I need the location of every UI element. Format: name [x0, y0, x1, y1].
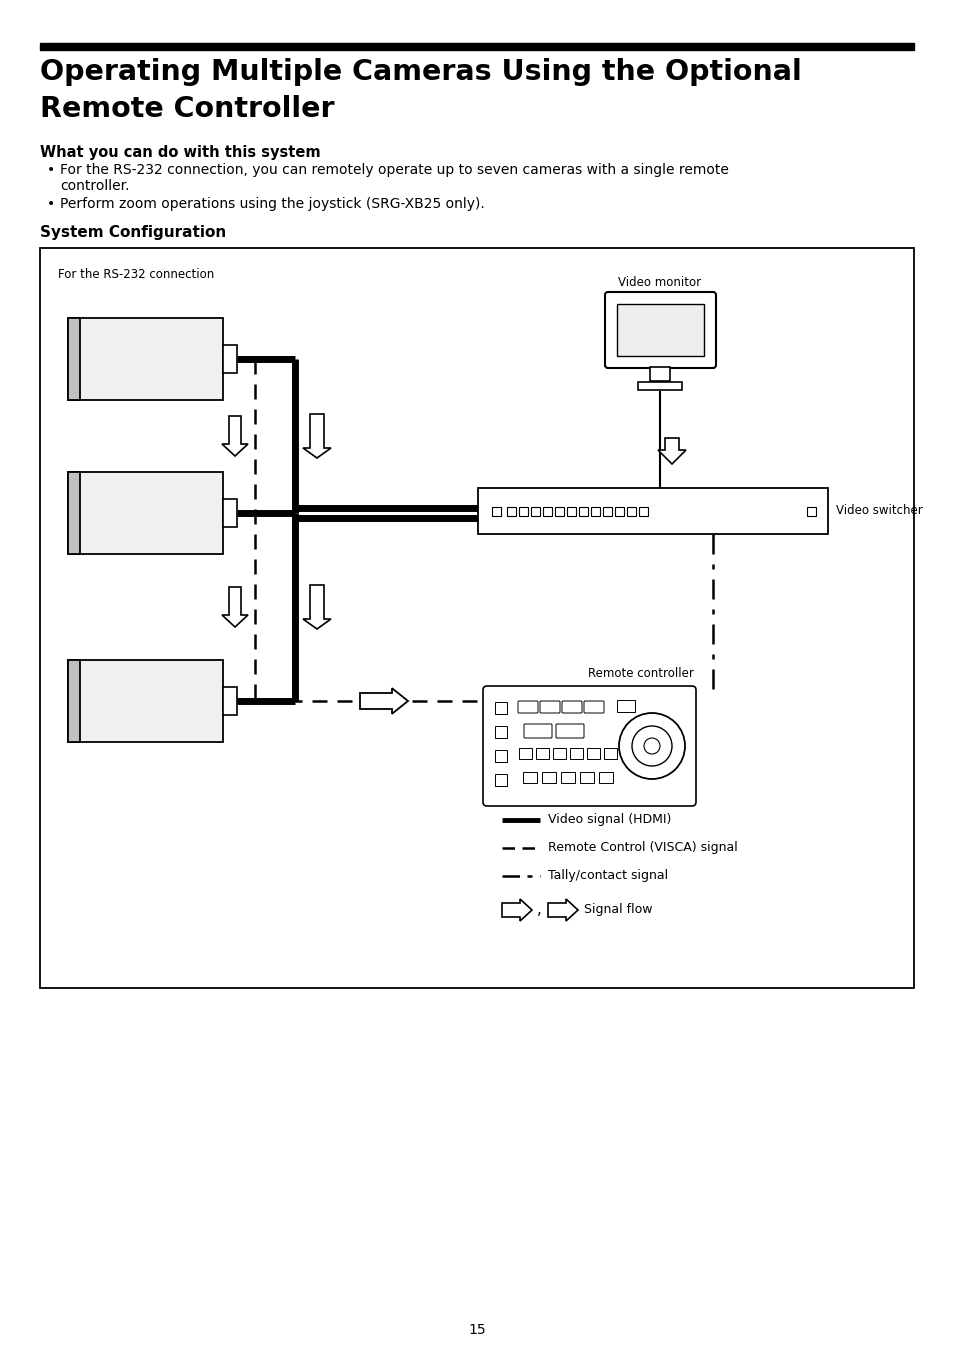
Bar [40, 43, 913, 50]
Bar [566, 508, 576, 516]
Bar [68, 660, 80, 742]
FancyBboxPatch shape [68, 472, 223, 554]
FancyBboxPatch shape [556, 724, 583, 738]
FancyBboxPatch shape [68, 660, 223, 742]
Text: Signal flow: Signal flow [583, 903, 652, 917]
Bar [477, 487, 827, 535]
Bar [495, 774, 506, 786]
Bar [598, 772, 613, 783]
Bar [492, 508, 500, 516]
Bar [223, 687, 236, 716]
Bar [495, 702, 506, 714]
Bar [506, 508, 516, 516]
Text: Remote Controller: Remote Controller [40, 95, 335, 123]
Polygon shape [359, 688, 408, 714]
Bar [68, 472, 80, 554]
Bar [603, 748, 617, 759]
Text: Tally/contact signal: Tally/contact signal [547, 869, 667, 883]
Bar [560, 772, 575, 783]
FancyBboxPatch shape [583, 701, 603, 713]
Text: For the RS-232 connection, you can remotely operate up to seven cameras with a s: For the RS-232 connection, you can remot… [60, 163, 728, 177]
Bar [553, 748, 565, 759]
Text: 15: 15 [468, 1323, 485, 1336]
Polygon shape [222, 416, 248, 456]
Bar [578, 508, 587, 516]
Text: Video signal (HDMI): Video signal (HDMI) [547, 814, 671, 826]
Bar [68, 472, 80, 554]
Text: •: • [47, 163, 55, 177]
Bar [40, 248, 913, 988]
Text: Video switcher: Video switcher [835, 505, 922, 517]
Bar [495, 751, 506, 761]
Text: ,: , [537, 903, 541, 918]
Text: Operating Multiple Cameras Using the Optional: Operating Multiple Cameras Using the Opt… [40, 58, 801, 86]
Text: Video monitor: Video monitor [618, 275, 700, 289]
Bar [522, 772, 537, 783]
Bar [649, 367, 669, 381]
FancyBboxPatch shape [523, 724, 552, 738]
Bar [586, 748, 599, 759]
Bar [518, 508, 527, 516]
Bar [541, 772, 556, 783]
Polygon shape [547, 899, 578, 921]
Bar [68, 319, 80, 400]
Circle shape [631, 726, 671, 765]
Bar [602, 508, 612, 516]
Bar [536, 748, 548, 759]
FancyBboxPatch shape [604, 292, 716, 369]
Bar [518, 748, 532, 759]
Bar [555, 508, 563, 516]
Bar [806, 508, 815, 516]
Bar [223, 500, 236, 526]
Bar [68, 660, 80, 742]
Circle shape [618, 713, 684, 779]
Polygon shape [303, 414, 331, 458]
Bar [68, 319, 80, 400]
Bar [638, 382, 681, 390]
Polygon shape [658, 437, 685, 464]
Text: System Configuration: System Configuration [40, 225, 226, 240]
Bar [531, 508, 539, 516]
Polygon shape [303, 585, 331, 629]
Bar [223, 346, 236, 373]
Polygon shape [501, 899, 532, 921]
Circle shape [643, 738, 659, 755]
Bar [569, 748, 582, 759]
Text: controller.: controller. [60, 180, 130, 193]
Bar [626, 508, 636, 516]
Text: •: • [47, 197, 55, 211]
Text: Remote Control (VISCA) signal: Remote Control (VISCA) signal [547, 841, 737, 855]
Bar [617, 304, 703, 356]
Bar [495, 726, 506, 738]
Bar [615, 508, 623, 516]
Text: For the RS-232 connection: For the RS-232 connection [58, 269, 214, 281]
Text: Remote controller: Remote controller [587, 667, 693, 680]
Bar [590, 508, 599, 516]
FancyBboxPatch shape [517, 701, 537, 713]
FancyBboxPatch shape [68, 319, 223, 400]
Bar [579, 772, 594, 783]
Polygon shape [222, 587, 248, 626]
Bar [639, 508, 647, 516]
Text: Perform zoom operations using the joystick (SRG-XB25 only).: Perform zoom operations using the joysti… [60, 197, 484, 211]
Text: What you can do with this system: What you can do with this system [40, 144, 320, 161]
Bar [617, 701, 635, 711]
FancyBboxPatch shape [539, 701, 559, 713]
FancyBboxPatch shape [561, 701, 581, 713]
Bar [542, 508, 552, 516]
FancyBboxPatch shape [482, 686, 696, 806]
